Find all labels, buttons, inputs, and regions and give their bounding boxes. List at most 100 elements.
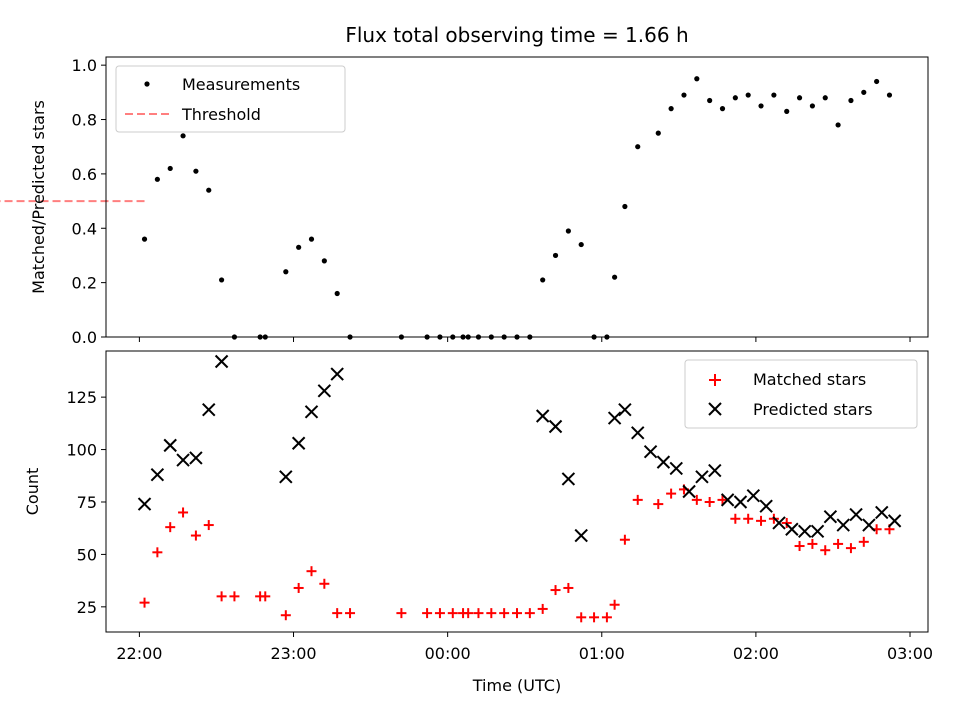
matched-star-point xyxy=(165,522,176,533)
measurement-point xyxy=(681,92,687,98)
top-x-ticks xyxy=(138,337,911,342)
matched-star-point xyxy=(550,585,561,596)
x-stroke xyxy=(785,522,799,536)
bottom-y-tick-label: 100 xyxy=(66,441,97,460)
top-y-tick-label: 0.0 xyxy=(72,328,97,347)
matched-star-point xyxy=(332,608,343,619)
measurement-point xyxy=(886,92,893,98)
top-axes-frame xyxy=(105,56,929,338)
measurement-point xyxy=(154,176,160,182)
measurement-point xyxy=(745,92,751,98)
matched-star-point xyxy=(152,547,163,558)
predicted-star-point xyxy=(561,472,576,486)
measurement-point xyxy=(694,76,700,82)
x-stroke xyxy=(561,472,576,486)
measurement-point xyxy=(622,203,628,210)
x-stroke xyxy=(836,518,850,532)
x-stroke xyxy=(708,463,722,478)
predicted-star-point xyxy=(656,455,671,469)
legend-measurements-label: Measurements xyxy=(182,75,300,94)
bottom-y-ticks: 25 50 75 100 125 xyxy=(66,388,106,617)
legend-predicted-label: Predicted stars xyxy=(753,400,873,419)
predicted-star-point xyxy=(759,499,773,513)
measurement-point xyxy=(565,228,571,234)
matched-star-point xyxy=(473,608,484,619)
x-stroke xyxy=(669,461,683,476)
x-stroke xyxy=(643,444,658,459)
measurement-point xyxy=(141,236,148,242)
x-stroke xyxy=(535,409,550,423)
x-stroke xyxy=(720,493,735,507)
predicted-star-point xyxy=(797,524,812,539)
predicted-star-point xyxy=(669,461,683,476)
matched-star-point xyxy=(345,608,356,619)
predicted-star-point xyxy=(708,463,722,478)
matched-star-point xyxy=(524,608,535,619)
measurement-point xyxy=(822,95,828,101)
matched-star-point xyxy=(619,534,630,545)
predicted-star-point xyxy=(176,453,190,467)
matched-star-point xyxy=(653,499,664,510)
top-y-axis-label: Matched/Predicted stars xyxy=(29,100,48,294)
measurement-point xyxy=(835,122,841,128)
x-stroke xyxy=(823,509,838,524)
matched-star-point xyxy=(512,608,522,619)
matched-star-point xyxy=(576,612,587,623)
measurement-point xyxy=(707,97,713,104)
measurement-point xyxy=(861,89,867,95)
x-stroke xyxy=(304,405,319,419)
x-stroke xyxy=(695,470,709,484)
bottom-legend: Matched stars Predicted stars xyxy=(684,359,918,429)
matched-star-point xyxy=(178,507,189,518)
x-tick-label: 03:00 xyxy=(887,644,933,663)
matched-star-point xyxy=(820,545,831,556)
matched-star-point xyxy=(743,513,754,524)
top-y-ticks: 0.0 0.2 0.4 0.6 0.8 1.0 xyxy=(72,56,106,347)
predicted-star-point xyxy=(695,470,709,484)
predicted-star-point xyxy=(189,451,203,465)
measurement-point xyxy=(719,106,726,112)
top-y-tick-label: 0.2 xyxy=(72,274,97,293)
predicted-star-point xyxy=(875,505,889,520)
measurement-point xyxy=(612,274,618,280)
predicted-star-point xyxy=(304,405,319,419)
x-stroke xyxy=(150,468,165,482)
measurement-point xyxy=(809,103,816,109)
matched-star-point xyxy=(260,591,271,602)
predicted-star-point xyxy=(317,384,332,398)
predicted-star-point xyxy=(836,518,850,532)
measurement-point xyxy=(655,130,661,136)
top-y-tick-label: 0.6 xyxy=(72,165,97,184)
matched-star-point xyxy=(537,603,548,614)
measurement-point xyxy=(540,277,546,283)
x-stroke xyxy=(202,403,216,417)
x-tick-label: 01:00 xyxy=(579,644,625,663)
measurement-point xyxy=(167,165,173,172)
measurement-point xyxy=(283,269,289,275)
x-stroke xyxy=(797,524,812,539)
predicted-star-point xyxy=(279,470,293,484)
x-stroke xyxy=(656,455,671,469)
measurement-point xyxy=(771,92,777,98)
measurement-point xyxy=(218,277,225,283)
x-stroke xyxy=(176,453,190,467)
predicted-star-point xyxy=(772,516,786,530)
measurement-point xyxy=(296,244,302,250)
matched-star-point xyxy=(691,494,702,505)
x-stroke xyxy=(330,367,344,381)
x-stroke xyxy=(163,438,177,453)
measurement-point xyxy=(784,108,790,114)
predicted-star-point xyxy=(548,419,563,434)
matched-star-point xyxy=(609,599,620,610)
predicted-star-point xyxy=(574,528,588,543)
matched-star-point xyxy=(434,608,445,619)
measurement-point xyxy=(321,258,327,264)
bottom-axes-frame xyxy=(105,350,929,633)
predicted-star-point xyxy=(733,495,748,509)
top-y-tick-label: 0.8 xyxy=(72,111,97,130)
x-stroke xyxy=(317,384,332,398)
x-stroke xyxy=(631,426,645,440)
matched-star-point xyxy=(203,520,214,531)
predicted-star-point xyxy=(823,509,838,524)
